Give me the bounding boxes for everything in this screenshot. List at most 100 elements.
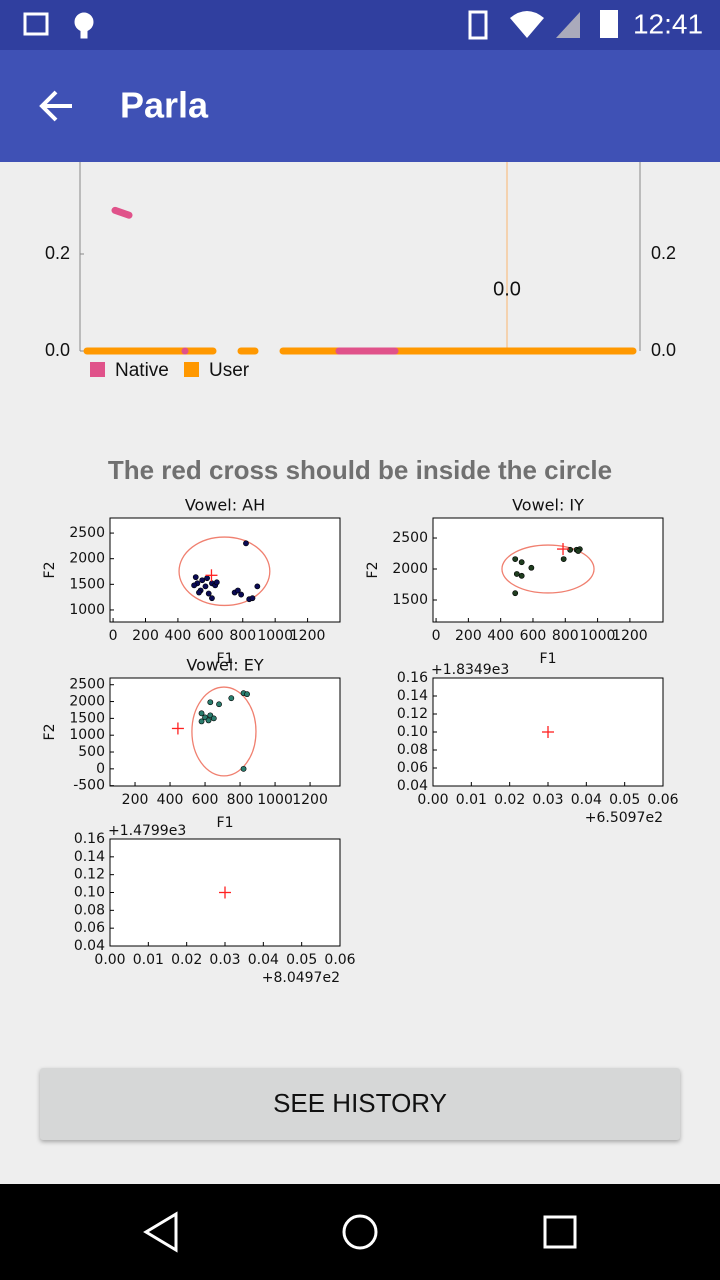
point bbox=[207, 699, 214, 706]
y-tick-label: 0.14 bbox=[397, 688, 428, 704]
point bbox=[244, 691, 250, 698]
y-tick-label: 0.12 bbox=[74, 867, 105, 883]
y-tick-label: 0.16 bbox=[397, 670, 428, 686]
x-tick-label: 1000 bbox=[580, 628, 616, 644]
point bbox=[249, 595, 256, 602]
target-ellipse bbox=[191, 686, 257, 777]
point bbox=[198, 710, 205, 717]
y-tick-label: 0.14 bbox=[74, 849, 105, 865]
x-offset: +6.5097e2 bbox=[585, 810, 663, 826]
nav-back[interactable] bbox=[143, 1211, 178, 1253]
x-axis-label: F1 bbox=[217, 815, 234, 831]
point bbox=[518, 572, 525, 579]
series-line bbox=[111, 206, 399, 355]
y-tick-label: 0.08 bbox=[397, 742, 428, 758]
y-tick-label: 0.06 bbox=[74, 920, 105, 936]
x-tick-label: 0 bbox=[432, 628, 441, 644]
y-tick-label: 2000 bbox=[392, 561, 428, 577]
point bbox=[560, 556, 567, 562]
x-tick-label: 0.06 bbox=[647, 792, 678, 808]
plot-frame bbox=[432, 517, 664, 623]
y-tick-label: 500 bbox=[78, 744, 105, 760]
x-tick-label: 800 bbox=[552, 628, 579, 644]
x-tick-label: 0 bbox=[109, 628, 118, 644]
y-offset: +1.4799e3 bbox=[108, 823, 186, 839]
app-title: Parla bbox=[120, 85, 209, 126]
x-tick-label: 200 bbox=[455, 628, 482, 644]
subplot-title: Vowel: IY bbox=[512, 496, 584, 515]
x-tick-label: 0.00 bbox=[94, 952, 125, 968]
nav-recents[interactable] bbox=[543, 1215, 577, 1249]
x-tick-label: 1200 bbox=[292, 792, 328, 808]
x-tick-label: 200 bbox=[132, 628, 159, 644]
x-tick-label: 1200 bbox=[612, 628, 648, 644]
x-tick-label: 0.04 bbox=[571, 792, 602, 808]
button-label: SEE HISTORY bbox=[273, 1088, 447, 1118]
legend-swatch bbox=[90, 362, 105, 377]
y-tick-label: 0.16 bbox=[74, 831, 105, 847]
x-tick-label: 600 bbox=[197, 628, 224, 644]
point bbox=[209, 595, 215, 602]
legend-swatch bbox=[184, 362, 199, 377]
x-tick-label: 1000 bbox=[257, 792, 293, 808]
y-tick-label: 2000 bbox=[69, 551, 105, 567]
x-tick-label: 600 bbox=[192, 792, 219, 808]
target-cross bbox=[205, 569, 218, 582]
x-tick-label: 0.05 bbox=[286, 952, 317, 968]
point bbox=[513, 571, 520, 577]
point bbox=[254, 583, 261, 590]
x-tick-label: 1200 bbox=[290, 628, 326, 644]
point bbox=[575, 548, 582, 554]
point bbox=[567, 546, 574, 553]
nav-home[interactable] bbox=[342, 1214, 378, 1250]
see-history-button[interactable] bbox=[40, 1068, 680, 1140]
y-tick-label: 0 bbox=[96, 761, 105, 777]
annotation: 0.0 bbox=[493, 278, 521, 300]
y-tick-label: 0.2 bbox=[45, 243, 70, 263]
y2-tick-label: 0.0 bbox=[651, 340, 676, 360]
x-tick-label: 0.02 bbox=[494, 792, 525, 808]
back-button[interactable] bbox=[39, 90, 72, 122]
y-tick-label: 2500 bbox=[69, 677, 105, 693]
y-tick-label: 0.10 bbox=[74, 885, 105, 901]
y-tick-label: 2000 bbox=[69, 694, 105, 710]
y-tick-label: 1500 bbox=[392, 592, 428, 608]
point bbox=[205, 590, 212, 597]
x-tick-label: 400 bbox=[157, 792, 184, 808]
x-tick-label: 1000 bbox=[257, 628, 293, 644]
y-tick-label: 1000 bbox=[69, 727, 105, 743]
legend-label: Native bbox=[115, 360, 169, 381]
point bbox=[528, 564, 535, 571]
y-axis-label: F2 bbox=[42, 724, 58, 741]
x-tick-label: 0.04 bbox=[248, 952, 279, 968]
clock: 12:41 bbox=[633, 8, 703, 39]
point bbox=[196, 589, 202, 596]
subplot-title: Vowel: EY bbox=[186, 656, 263, 675]
x-tick-label: 0.03 bbox=[532, 792, 563, 808]
x-tick-label: 400 bbox=[165, 628, 192, 644]
y-tick-label: 0.0 bbox=[45, 340, 70, 360]
x-tick-label: 600 bbox=[520, 628, 547, 644]
point bbox=[192, 574, 199, 581]
plot-frame bbox=[109, 677, 341, 787]
point bbox=[240, 765, 247, 772]
point bbox=[512, 556, 519, 562]
target-cross bbox=[171, 722, 184, 735]
nav-bar bbox=[0, 1184, 720, 1280]
app-bar bbox=[0, 50, 720, 162]
y-tick-label: 0.04 bbox=[397, 778, 428, 794]
point bbox=[210, 715, 217, 722]
plot-frame bbox=[109, 517, 341, 623]
y2-tick-label: 0.2 bbox=[651, 243, 676, 263]
point bbox=[238, 591, 245, 598]
y-tick-label: 0.04 bbox=[74, 938, 105, 954]
instruction: The red cross should be inside the circl… bbox=[108, 455, 612, 485]
x-axis-label: F1 bbox=[217, 651, 234, 667]
x-tick-label: 0.01 bbox=[456, 792, 487, 808]
y-tick-label: 0.06 bbox=[397, 760, 428, 776]
x-axis-label: F1 bbox=[540, 651, 557, 667]
charts: 0.00.00.20.20.40.40.0NativeUser020040060… bbox=[42, 146, 679, 986]
y-axis-label: F2 bbox=[42, 562, 58, 579]
